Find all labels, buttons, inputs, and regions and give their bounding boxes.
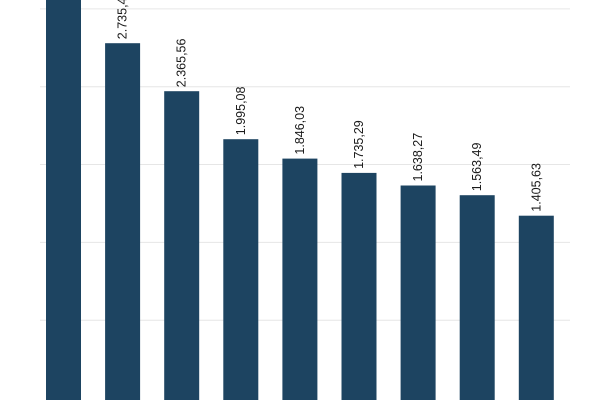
bar [341,172,377,400]
bar-data-label: 2.735,43 [116,0,130,39]
bar-data-label: 1.846,03 [293,106,307,155]
bar [46,0,81,400]
bar-data-label: 1.405,63 [529,163,543,212]
bar [518,215,554,400]
bar [400,185,436,400]
bar [164,91,200,400]
bars [46,0,554,400]
bar-data-label: 2.365,56 [175,38,189,87]
bar-data-label: 1.563,49 [470,142,484,191]
data-labels: 3.2.735,432.365,561.995,081.846,031.735,… [116,0,544,212]
bar [459,195,495,400]
bar [105,43,141,400]
bar-data-label: 1.735,29 [352,120,366,169]
bar [223,139,259,400]
bar-data-label: 1.638,27 [411,133,425,182]
bar-data-label: 1.995,08 [234,86,248,135]
bar [282,158,318,400]
